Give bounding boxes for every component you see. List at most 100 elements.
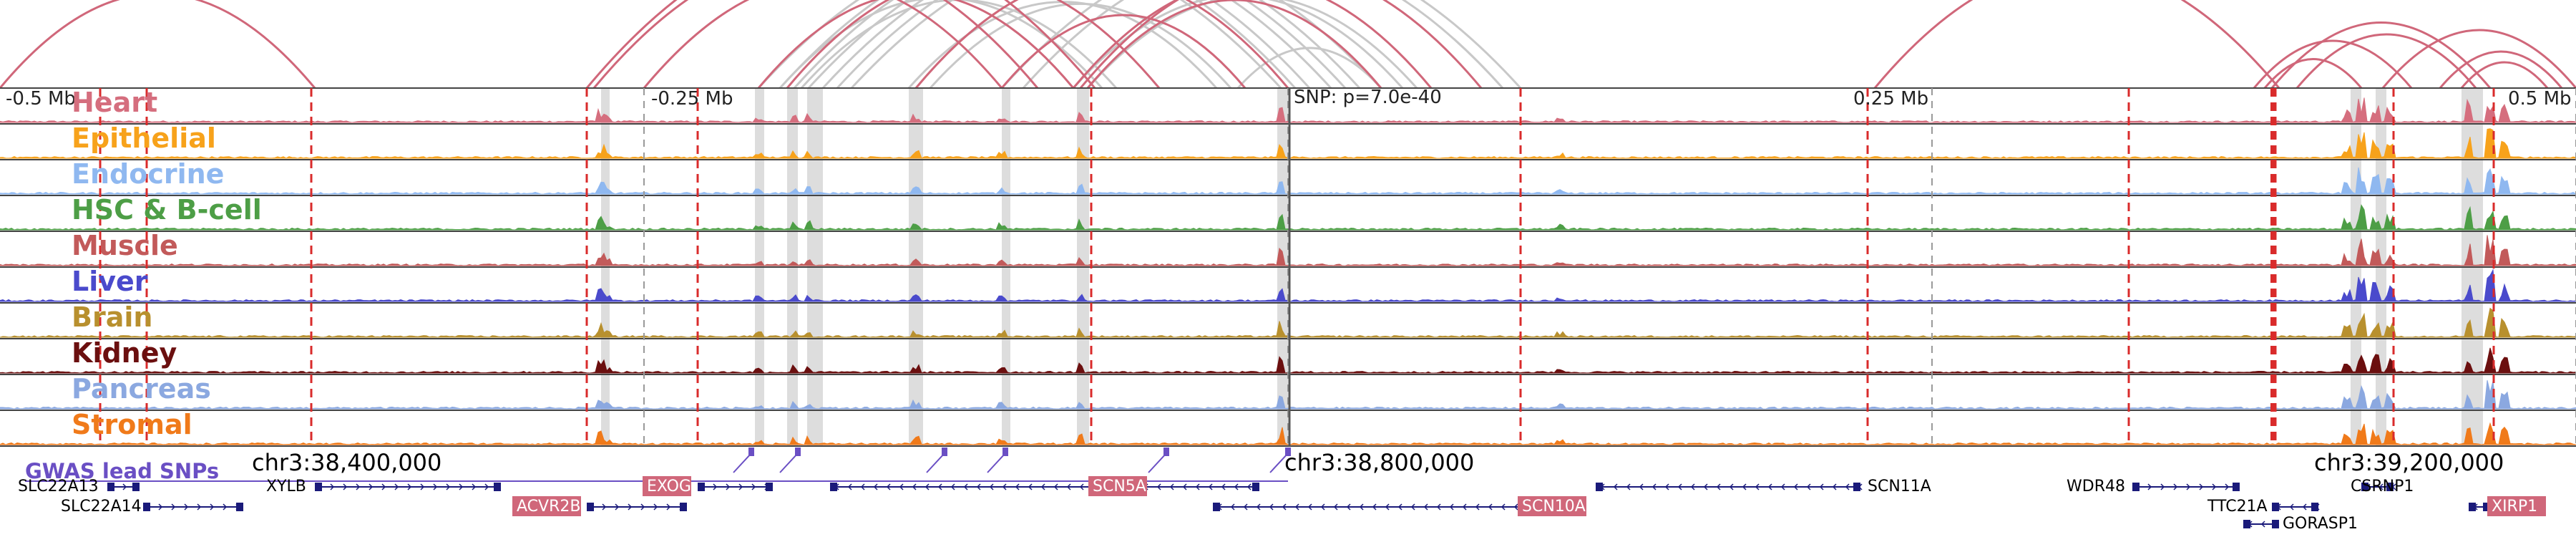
loop-arc-gray [1236,47,1382,89]
gene-strand-arrow [602,503,607,511]
gene-strand-arrow [1690,483,1695,490]
gene-strand-arrow [963,483,968,490]
gene-exon [1252,483,1259,491]
axis-labels: -0.5 Mb -0.25 Mb SNP: p=7.0e-40 0.25 Mb … [6,87,2572,110]
gwas-label: GWAS lead SNPs [25,459,219,483]
gene-strand-arrow [1845,483,1850,490]
gene-strand-arrow [1346,503,1351,511]
gene-strand-arrow [860,483,865,490]
gene-strand-arrow [1230,503,1235,511]
loop-arc-red [757,0,1075,89]
gwas-marker [1285,448,1291,456]
gene-label: SCN10A [1522,498,1586,516]
gene-strand-arrow [713,483,718,490]
gene-strand-arrow [1832,483,1837,490]
gwas-connector [926,453,945,473]
gene-strand-arrow [1462,503,1467,511]
gene-strand-arrow [184,503,189,511]
gwas-marker [942,448,947,456]
loop-arc-red [1072,0,1433,89]
gene-strand-arrow [1246,483,1252,490]
gwas-connector [1148,453,1167,473]
gene-strand-arrow [1333,503,1338,511]
gene-strand-arrow [472,483,477,490]
loop-arc-red [1086,0,1382,89]
gene-strand-arrow [1613,483,1618,490]
gene-strand-arrow [1513,503,1518,511]
gene-strand-arrow [171,503,176,511]
loop-arc-gray [793,0,1311,90]
gene-exon [587,503,594,511]
gene-exon [236,503,243,511]
gene-label-highlight [2487,496,2546,516]
gene-strand-arrow [1423,503,1428,511]
gene-exon [2243,520,2250,528]
gene-label: ACVR2B [517,498,580,516]
gene-strand-arrow [912,483,917,490]
gene-strand-arrow [1169,483,1174,490]
gene-label-highlight [1088,476,1147,496]
tick-label-0-5: 0.5 Mb [2508,88,2572,110]
gene-strand-arrow [2186,483,2191,490]
gene-strand-arrow [653,503,658,511]
loop-arc-gray [757,0,1282,90]
gene-strand-arrow [223,503,228,511]
gene-strand-arrow [899,483,904,490]
gene-exon [132,483,140,491]
chromatin-loops [0,0,2576,90]
gene-strand-arrow [2212,483,2217,490]
loop-arc-gray [836,0,1361,90]
gene-strand-arrow [2199,483,2204,490]
gene-strand-arrow [640,503,645,511]
gene-strand-arrow [847,483,852,490]
gene-strand-arrow [1639,483,1644,490]
loop-arc-gray [821,0,1347,90]
gene-strand-arrow [1397,503,1402,511]
gene-strand-arrow [1742,483,1747,490]
gene-strand-arrow [2379,483,2384,490]
gene-label: SLC22A13 [18,478,99,495]
loop-arc-red [643,0,1003,89]
coordinate-labels: chr3:38,400,000 chr3:38,800,000 chr3:39,… [252,449,2504,476]
gene-strand-arrow [1729,483,1734,490]
gene-strand-arrow [1716,483,1721,490]
gene-exon [830,483,837,491]
gene-strand-arrow [1385,503,1390,511]
loop-arc-red [2296,33,2477,89]
gene-strand-arrow [158,503,163,511]
gene-label: TTC21A [2207,498,2268,516]
gene-strand-arrow [1780,483,1785,490]
gene-strand-arrow [1501,503,1506,511]
gene-exon [2311,503,2318,511]
gene-strand-arrow [484,483,489,490]
gene-strand-arrow [1475,503,1480,511]
gene-strand-arrow [1755,483,1760,490]
gene-track: SLC22A13 SLC22A14 XYLB ACVR2B EXOG SCN5A SCN10… [18,476,2546,533]
gene-strand-arrow [2160,483,2165,490]
loop-arc-red [592,0,1039,89]
loop-arc-gray [1072,0,1404,89]
gene-strand-arrow [1053,483,1058,490]
gwas-marker [1163,448,1169,456]
gene-strand-arrow [1449,503,1454,511]
gene-label: XIRP1 [2492,498,2537,516]
gene-strand-arrow [628,503,633,511]
gene-exon [766,483,773,491]
gene-strand-arrow [989,483,994,490]
boundary-lines [99,88,2576,446]
gene-strand-arrow [1294,503,1299,511]
gene-label: SCN5A [1093,478,1146,495]
gene-exon [2361,483,2368,491]
gene-label-highlight [643,476,691,496]
gene-exon [2272,520,2279,528]
gene-strand-arrow [1767,483,1772,490]
gene-strand-arrow [1156,483,1161,490]
gene-strand-arrow [433,483,438,490]
gene-strand-arrow [407,483,412,490]
gene-strand-arrow [2173,483,2178,490]
gene-strand-arrow [1269,503,1274,511]
track-label: Kidney [72,337,177,369]
gene-strand-arrow [1793,483,1798,490]
gene-strand-arrow [1652,483,1657,490]
